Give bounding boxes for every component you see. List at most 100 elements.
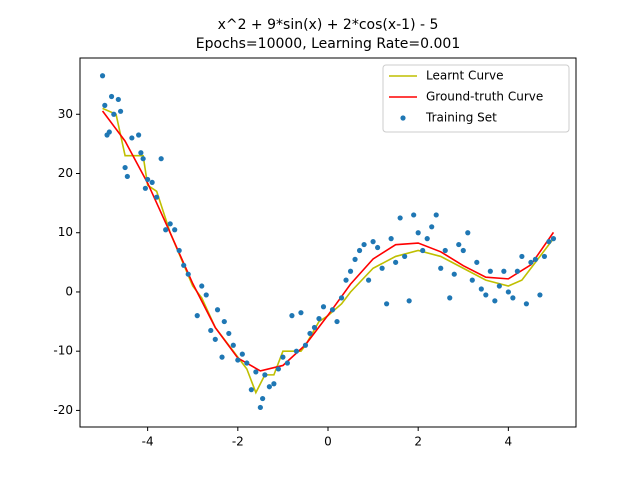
point <box>214 307 221 313</box>
point <box>230 342 236 348</box>
y-tick-label: -20 <box>53 403 73 417</box>
point <box>106 129 112 135</box>
y-tick-label: 0 <box>65 284 73 298</box>
x-tick-label: -4 <box>142 435 154 449</box>
point <box>438 265 444 271</box>
point <box>402 253 408 260</box>
point <box>102 102 108 108</box>
x-tick-label: 2 <box>414 435 422 449</box>
point <box>465 230 471 236</box>
point <box>129 135 135 141</box>
point <box>284 360 291 366</box>
point <box>181 262 187 268</box>
point <box>352 256 358 262</box>
point <box>397 215 403 221</box>
y-tick-label: 20 <box>58 166 73 180</box>
point <box>138 150 144 156</box>
chart-title: x^2 + 9*sin(x) + 2*cos(x-1) - 5 <box>218 17 439 33</box>
point <box>271 381 277 387</box>
point <box>226 330 232 337</box>
point <box>510 295 516 301</box>
point <box>320 304 327 310</box>
point <box>302 342 309 348</box>
point <box>260 395 266 402</box>
point <box>221 318 227 325</box>
point <box>122 164 128 171</box>
point <box>257 404 263 411</box>
point <box>334 318 340 325</box>
point <box>163 227 169 233</box>
point <box>519 253 525 260</box>
point <box>365 277 372 283</box>
point <box>199 283 205 289</box>
point <box>532 256 539 262</box>
point <box>262 372 268 378</box>
point <box>266 384 272 390</box>
point <box>244 360 250 366</box>
point <box>108 93 115 100</box>
point <box>307 330 313 337</box>
point <box>239 351 245 357</box>
point <box>124 173 130 180</box>
point <box>478 286 484 292</box>
point <box>356 247 363 254</box>
point <box>411 212 417 218</box>
point <box>474 259 480 265</box>
chart-subtitle: Epochs=10000, Learning Rate=0.001 <box>196 36 460 52</box>
point <box>167 221 173 227</box>
point <box>136 132 142 138</box>
point <box>338 295 345 301</box>
point <box>298 310 304 316</box>
point <box>492 298 498 304</box>
point <box>140 156 146 162</box>
point <box>329 307 336 313</box>
point <box>347 268 354 274</box>
x-tick-label: 0 <box>324 435 332 449</box>
plot-frame <box>79 57 577 428</box>
point <box>514 268 520 274</box>
point <box>388 236 394 242</box>
point <box>145 176 151 183</box>
point <box>158 156 164 162</box>
point <box>541 253 548 260</box>
point <box>451 271 457 277</box>
point <box>172 227 178 233</box>
point <box>433 212 439 218</box>
point <box>176 247 182 254</box>
point <box>208 327 214 334</box>
point <box>375 244 381 251</box>
point <box>460 247 466 254</box>
point <box>420 247 426 254</box>
point <box>550 236 557 242</box>
point <box>361 241 367 248</box>
point <box>379 265 385 271</box>
point <box>280 354 286 360</box>
point <box>115 96 121 103</box>
legend-label: Learnt Curve <box>426 69 503 83</box>
point <box>142 185 148 191</box>
point <box>203 292 209 298</box>
point <box>99 73 106 79</box>
point <box>523 301 530 307</box>
legend-marker <box>400 115 406 121</box>
point <box>212 336 218 342</box>
point <box>293 348 300 354</box>
point <box>528 259 534 265</box>
y-tick-label: 10 <box>58 225 73 239</box>
point <box>149 179 155 185</box>
point <box>275 366 281 372</box>
y-tick-label: -10 <box>53 344 73 358</box>
legend-label: Ground-truth Curve <box>426 90 543 104</box>
point <box>505 289 511 295</box>
point <box>537 292 543 298</box>
point <box>501 268 507 274</box>
point <box>496 283 502 289</box>
point <box>253 369 259 375</box>
point <box>154 194 160 200</box>
point <box>185 271 191 277</box>
point <box>429 224 435 230</box>
point <box>384 301 390 307</box>
y-tick-label: 30 <box>58 107 73 121</box>
point <box>424 236 430 242</box>
